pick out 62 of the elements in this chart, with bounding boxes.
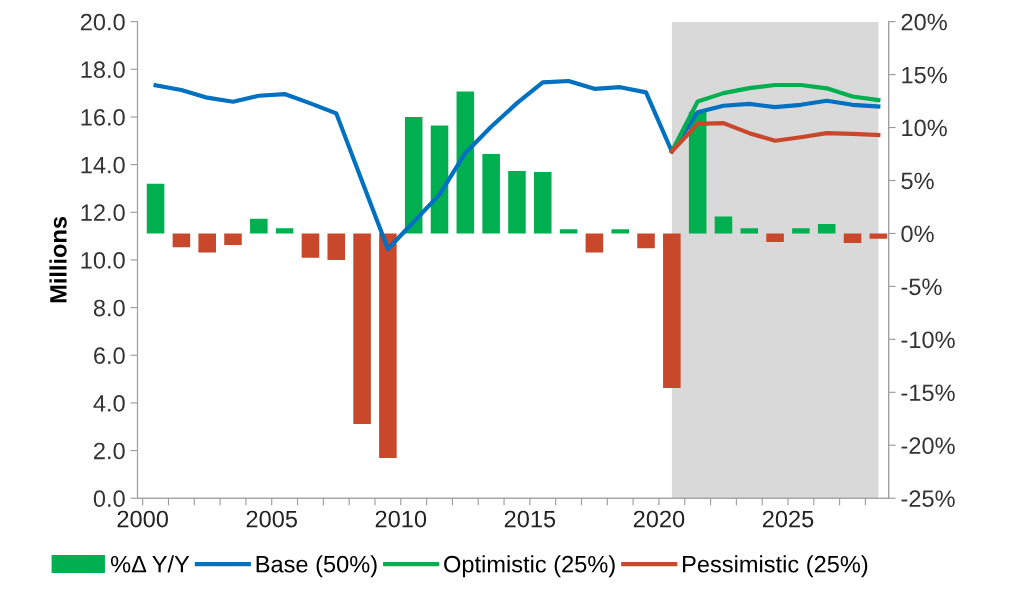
y2-tick-label: 10% [902, 119, 947, 137]
bar [817, 223, 836, 234]
bar [843, 233, 862, 243]
bar [353, 233, 371, 425]
y-tick-label: 6.0 [94, 347, 125, 365]
y-tick-label: 16.0 [81, 109, 125, 126]
bar [482, 154, 500, 234]
line-series [153, 78, 881, 252]
y2-tick-label: 5% [901, 172, 934, 190]
y2-tick-label: 0% [901, 225, 934, 243]
legend-label: Base (50%) [256, 555, 377, 578]
bar [404, 116, 423, 234]
bar [456, 91, 475, 234]
y-tick-label: 4.0 [93, 394, 125, 412]
bar [224, 233, 242, 246]
line-series [669, 121, 881, 154]
y-tick-label: 20.0 [80, 13, 125, 31]
bar [172, 233, 191, 248]
y-tick-label: 10.0 [81, 252, 125, 269]
y2-tick-label: -5% [901, 278, 942, 296]
bar [250, 218, 268, 234]
bar [275, 228, 294, 234]
y2-tick-label: -15% [901, 384, 955, 402]
y-tick-label: 2.0 [94, 442, 125, 460]
bar [327, 233, 346, 260]
y-tick-label: 0.0 [93, 490, 125, 508]
x-tick-label: 2025 [762, 510, 814, 528]
bar [637, 233, 655, 249]
bar [663, 233, 681, 389]
y2-tick-label: 15% [902, 66, 947, 84]
bar [301, 233, 320, 258]
bar [198, 233, 216, 253]
legend-label: Pessimistic (25%) [683, 555, 868, 578]
bar [792, 228, 810, 234]
bar [430, 125, 449, 234]
y2-tick-label: -10% [901, 331, 955, 349]
x-tick-label: 2005 [246, 510, 297, 528]
legend-label: %Δ Y/Y [110, 555, 190, 573]
y-tick-label: 14.0 [81, 156, 125, 174]
bar [146, 183, 165, 234]
bar [714, 216, 733, 234]
bar [508, 170, 526, 234]
y-axis-title: Millions [49, 216, 67, 303]
bar [559, 229, 578, 234]
bar [740, 228, 759, 234]
x-tick-label: 2010 [375, 510, 427, 528]
y2-tick-label: 20% [901, 13, 947, 31]
y-tick-label: 12.0 [81, 204, 125, 222]
y2-tick-label: -25% [901, 490, 955, 508]
bar [585, 233, 604, 253]
bar [766, 233, 784, 242]
x-tick-label: 2020 [633, 510, 685, 528]
bar [533, 172, 552, 234]
bar [611, 229, 629, 234]
bar [869, 233, 888, 239]
y-tick-label: 8.0 [93, 299, 125, 317]
legend-label: Optimistic (25%) [444, 555, 615, 578]
x-tick-label: 2000 [117, 510, 168, 528]
y2-tick-label: -20% [901, 437, 955, 455]
y-tick-label: 18.0 [81, 61, 125, 79]
bar [379, 233, 397, 458]
x-tick-label: 2015 [504, 510, 556, 528]
